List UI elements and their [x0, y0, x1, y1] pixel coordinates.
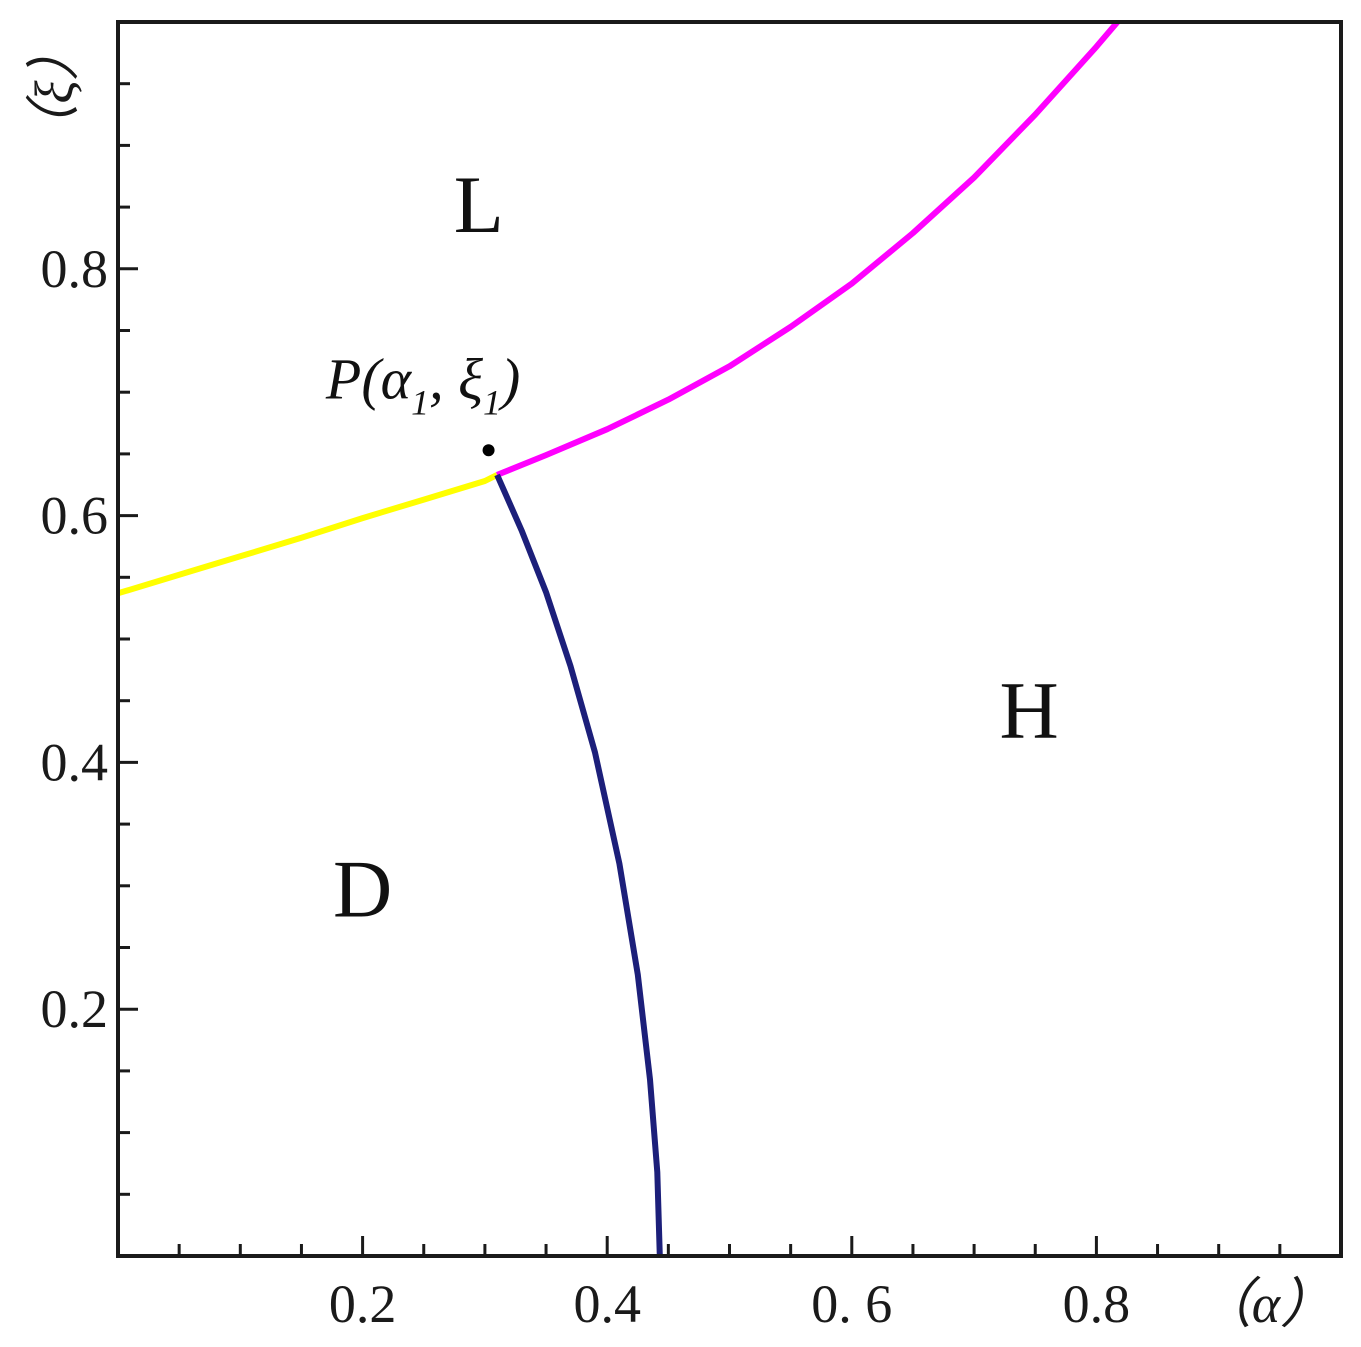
- points: [482, 444, 495, 457]
- y-tick-label: 0.6: [41, 486, 109, 546]
- region-label-L: L: [454, 159, 504, 250]
- region-label-H: H: [1000, 665, 1059, 756]
- x-tick-label: 0.8: [1063, 1274, 1131, 1334]
- annotation-text: , ξ: [429, 346, 483, 411]
- annotations: P(α1, ξ1): [325, 346, 520, 422]
- tick-labels: 0.2 0.4 0. 6 0.8 0.2 0.4 0.6 0.8: [41, 239, 1131, 1334]
- plot-frame: [116, 20, 1343, 1258]
- y-tick-label: 0.4: [41, 732, 109, 792]
- point-marker: [482, 444, 495, 457]
- axis-ticks: [118, 82, 1282, 1256]
- annotation-text: ): [498, 346, 520, 411]
- region-label-D: D: [333, 844, 392, 935]
- annotation-subscript: 1: [411, 382, 429, 422]
- x-axis-label: （α）: [1198, 1274, 1334, 1334]
- x-tick-label: 0.4: [573, 1274, 641, 1334]
- y-tick-label: 0.2: [41, 979, 109, 1039]
- y-tick-label: 0.8: [41, 239, 109, 299]
- boundary-curves: [118, 22, 1122, 1256]
- annotation-subscript: 1: [483, 382, 501, 422]
- boundary-curve-3: [494, 473, 663, 1256]
- annotation-text: P(α: [325, 346, 413, 411]
- boundary-curve-1: [118, 472, 499, 597]
- point-annotation: P(α1, ξ1): [325, 346, 520, 422]
- x-tick-label: 0.2: [329, 1274, 397, 1334]
- boundary-curve-2: [495, 22, 1122, 478]
- region-labels: L H D: [333, 159, 1059, 935]
- y-axis-label: （ξ）: [24, 26, 84, 157]
- x-tick-label: 0. 6: [811, 1274, 892, 1334]
